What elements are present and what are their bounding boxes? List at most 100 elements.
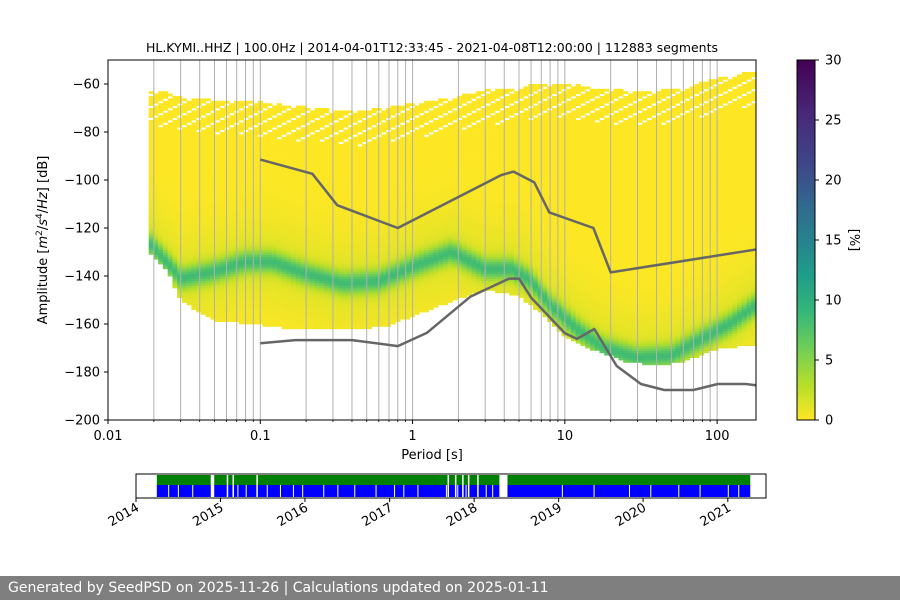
heatmap-cell [215,165,221,169]
heatmap-cell [343,168,349,171]
heatmap-cell [400,278,406,282]
heatmap-cell [305,256,311,260]
heatmap-cell [291,316,297,320]
heatmap-cell [276,120,282,123]
heatmap-cell [253,141,259,145]
heatmap-cell [352,160,358,164]
heatmap-cell [300,127,306,130]
heatmap-cell [352,237,358,241]
heatmap-cell [158,108,164,111]
heatmap-cell [158,230,164,234]
heatmap-cell [158,206,164,210]
heatmap-cell [362,321,368,325]
heatmap-cell [362,259,368,262]
heatmap-cell [419,297,425,301]
heatmap-cell [181,237,188,241]
heatmap-cell [390,278,396,282]
heatmap-cell [324,225,330,229]
heatmap-cell [362,120,368,123]
heatmap-cell [253,168,259,171]
heatmap-cell [328,165,335,169]
heatmap-cell [281,105,287,109]
heatmap-cell [390,206,396,210]
heatmap-cell [366,177,373,181]
heatmap-cell [215,316,221,320]
heatmap-cell [276,182,282,186]
heatmap-cell [281,237,287,241]
heatmap-cell [414,108,420,111]
heatmap-cell [414,244,420,248]
heatmap-cell [262,103,268,106]
heatmap-cell [286,182,292,186]
heatmap-cell [219,288,225,291]
heatmap-cell [219,134,225,138]
heatmap-cell [352,309,358,313]
heatmap-cell [177,225,183,229]
heatmap-cell [181,146,188,150]
heatmap-cell [276,160,282,164]
heatmap-cell [177,285,183,289]
heatmap-cell [253,189,259,193]
heatmap-cell [200,144,207,147]
heatmap-cell [314,108,320,111]
heatmap-cell [390,237,396,241]
heatmap-cell [158,256,164,260]
heatmap-cell [338,285,344,289]
heatmap-column [172,96,178,289]
heatmap-cell [177,156,183,159]
heatmap-cell [262,290,268,294]
heatmap-cell [224,273,230,277]
heatmap-cell [324,144,330,147]
heatmap-cell [229,132,235,135]
heatmap-cell [352,199,358,202]
heatmap-cell [371,268,377,272]
heatmap-cell [343,304,349,308]
heatmap-cell [319,240,325,243]
heatmap-cell [324,283,330,286]
heatmap-cell [295,297,301,301]
heatmap-cell [267,290,273,294]
heatmap-cell [186,235,192,238]
heatmap-cell [400,235,406,238]
heatmap-cell [291,196,297,200]
heatmap-cell [172,199,178,202]
heatmap-cell [215,230,221,234]
heatmap-cell [276,273,282,277]
heatmap-cell [314,273,320,277]
heatmap-cell [310,117,316,121]
heatmap-cell [390,252,396,255]
heatmap-cell [238,232,244,236]
heatmap-cell [404,136,411,140]
heatmap-cell [186,196,192,200]
heatmap-cell [267,124,273,128]
heatmap-cell [243,168,249,171]
heatmap-cell [291,124,297,128]
heatmap-cell [352,132,358,135]
heatmap-cell [224,211,230,214]
heatmap-cell [238,170,244,174]
heatmap-cell [362,146,368,150]
heatmap-cell [314,237,320,241]
heatmap-cell [281,153,287,157]
density-heatmap [148,72,756,366]
heatmap-cell [300,230,306,234]
heatmap-cell [404,264,411,267]
heatmap-cell [371,163,377,166]
heatmap-cell [224,139,230,142]
heatmap-cell [414,285,420,289]
heatmap-cell [390,276,396,279]
heatmap-cell [305,264,311,267]
heatmap-cell [362,172,368,176]
heatmap-cell [286,247,292,250]
heatmap-cell [291,247,297,250]
heatmap-cell [357,288,363,291]
heatmap-cell [167,103,173,106]
heatmap-cell [215,216,221,219]
heatmap-cell [248,300,254,303]
heatmap-cell [219,144,225,147]
heatmap-cell [300,141,306,145]
heatmap-cell [186,268,192,272]
heatmap-cell [300,292,306,296]
heatmap-cell [243,199,249,202]
heatmap-cell [310,206,316,210]
